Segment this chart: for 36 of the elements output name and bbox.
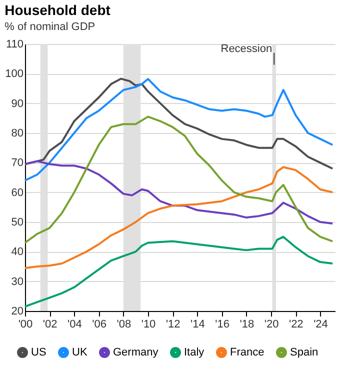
y-tick-label: 90 [11,98,24,110]
x-tick-label: '02 [42,318,58,330]
y-tick-label: 20 [11,306,24,318]
line-series [24,116,334,244]
annotation: Recession [220,42,272,55]
x-tick-label: '20 [264,318,279,330]
y-tick-label: 100 [5,68,24,80]
legend-label: Germany [113,346,159,358]
x-tick-label: '14 [190,318,205,330]
x-tick-label: '18 [240,318,254,330]
legend-label: US [31,346,46,358]
y-tick-label: 50 [11,216,24,228]
legend-label: Spain [290,346,318,358]
line-series [24,160,334,224]
x-tick-label: '04 [68,318,82,330]
chart-title: Household debt [4,2,111,18]
legend-label: Italy [184,346,205,358]
x-tick-label: '24 [314,318,328,330]
x-tick-label: '16 [215,318,230,330]
y-tick-label: 60 [11,186,24,199]
chart-subtitle: % of nominal GDP [4,21,96,33]
x-tick-label: '22 [288,318,304,330]
x-tick-label: '00 [18,318,33,330]
y-tick-label: 30 [11,276,24,288]
x-tick-label: '06 [92,318,106,330]
y-tick-label: 70 [11,157,24,170]
x-tick-label: '10 [141,318,156,330]
legend-label: UK [72,346,88,358]
legend-label: France [230,346,264,358]
line-series [24,166,334,269]
x-tick-label: '12 [166,318,180,330]
x-tick-label: '08 [116,318,132,330]
y-tick-label: 40 [11,246,24,258]
y-tick-label: 110 [6,38,24,50]
y-tick-label: 80 [11,128,24,140]
line-series [24,236,334,308]
